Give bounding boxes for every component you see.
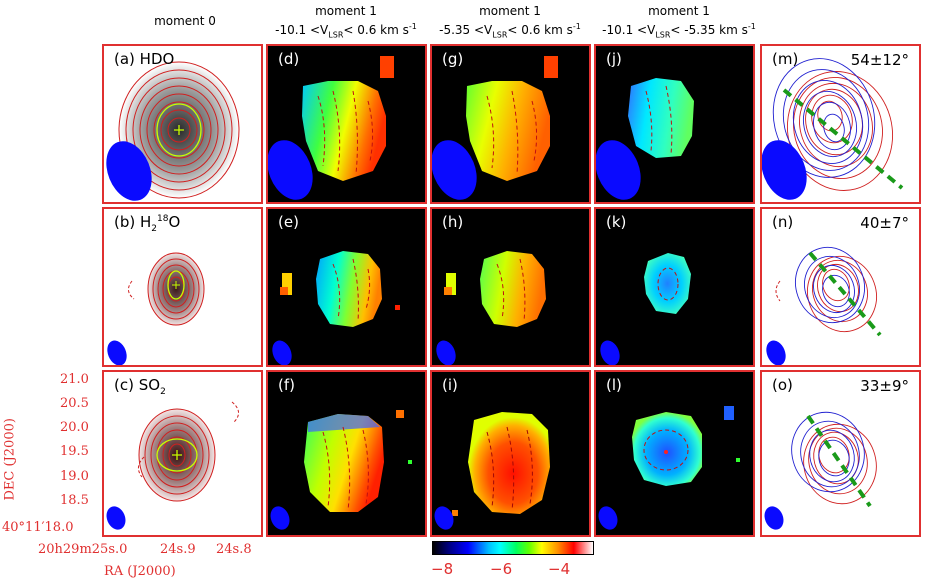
velocity-colorbar <box>432 541 594 555</box>
header-col-d: moment 1 -10.1 <VLSR< 0.6 km s-1 <box>275 4 417 40</box>
panel-i-label: (i) <box>442 376 458 394</box>
panel-b-label: (b) H218O <box>114 213 181 234</box>
panel-h-h2o18-moment1: (h) <box>430 207 591 367</box>
x-tick-24-8: 24s.8 <box>216 542 252 557</box>
panel-d-velocity-map <box>268 56 394 200</box>
panel-i-velocity-map <box>434 412 550 530</box>
panel-k-velocity-map <box>600 253 691 365</box>
panel-n-label: (n) <box>772 213 794 231</box>
panel-h-label: (h) <box>442 213 464 231</box>
colorbar-tick-minus-4: −4 <box>548 560 571 578</box>
colorbar-tick-minus-6: −6 <box>490 560 513 578</box>
y-tick-origin: 40°11′18.0 <box>2 520 74 535</box>
header-col-j: moment 1 -10.1 <VLSR< -5.35 km s-1 <box>602 4 756 40</box>
header-moment0: moment 0 <box>154 14 216 28</box>
header-col-g: moment 1 -5.35 <VLSR< 0.6 km s-1 <box>439 4 581 40</box>
panel-o-label: (o) <box>772 376 793 394</box>
y-tick-18-5: 18.5 <box>60 493 89 508</box>
panel-n-angle: 40±7° <box>860 214 909 232</box>
panel-c-so2-moment0: (c) SO2 <box>102 370 263 537</box>
panel-i-so2-moment1: (i) <box>430 370 591 537</box>
panel-k-h2o18-moment1: (k) <box>594 207 755 367</box>
panel-c-label: (c) SO2 <box>114 376 166 397</box>
y-tick-21-0: 21.0 <box>60 372 89 387</box>
panel-j-hdo-moment1: (j) <box>594 44 755 204</box>
panel-n-h2o18-overlay: (n) 40±7° <box>760 207 921 367</box>
panel-b-h2o18-moment0: (b) H218O <box>102 207 263 367</box>
panel-m-contours <box>762 58 904 200</box>
panel-j-label: (j) <box>606 50 622 68</box>
panel-d-label: (d) <box>278 50 300 68</box>
y-tick-20-5: 20.5 <box>60 396 89 411</box>
colorbar-tick-minus-8: −8 <box>431 560 454 578</box>
panel-m-label: (m) <box>772 50 799 68</box>
y-tick-20-0: 20.0 <box>60 420 89 435</box>
panel-l-label: (l) <box>606 376 622 394</box>
panel-f-label: (f) <box>278 376 295 394</box>
panel-g-velocity-map <box>432 56 558 200</box>
panel-o-so2-overlay: (o) 33±9° <box>760 370 921 537</box>
panel-c-contours <box>106 401 239 530</box>
panel-m-angle: 54±12° <box>850 51 909 69</box>
panel-g-label: (g) <box>442 50 464 68</box>
panel-m-hdo-overlay: (m) 54±12° <box>760 44 921 204</box>
panel-n-contours <box>766 246 882 365</box>
panel-e-h2o18-moment1: (e) <box>266 207 427 367</box>
panel-j-velocity-map <box>596 78 694 200</box>
panel-o-angle: 33±9° <box>860 377 909 395</box>
panel-o-contours <box>764 411 877 530</box>
panel-k-label: (k) <box>606 213 627 231</box>
panel-a-label: (a) HDO <box>114 50 175 68</box>
y-tick-19-5: 19.5 <box>60 444 89 459</box>
panel-e-label: (e) <box>278 213 299 231</box>
panel-f-so2-moment1: (f) <box>266 370 427 537</box>
y-tick-19-0: 19.0 <box>60 469 89 484</box>
panel-d-hdo-moment1: (d) <box>266 44 427 204</box>
y-axis-label: DEC (J2000) <box>2 418 18 501</box>
panel-a-contours <box>106 61 240 201</box>
x-tick-origin: 20h29m25s.0 <box>38 542 128 557</box>
panel-a-hdo-moment0: (a) HDO <box>102 44 263 204</box>
panel-g-hdo-moment1: (g) <box>430 44 591 204</box>
panel-f-velocity-map <box>270 410 412 530</box>
panel-b-contours <box>107 252 205 365</box>
x-axis-label: RA (J2000) <box>104 564 176 579</box>
x-tick-24-9: 24s.9 <box>160 542 196 557</box>
panel-h-velocity-map <box>436 251 546 365</box>
panel-l-velocity-map <box>598 406 740 530</box>
panel-e-velocity-map <box>272 251 400 365</box>
panel-l-so2-moment1: (l) <box>594 370 755 537</box>
